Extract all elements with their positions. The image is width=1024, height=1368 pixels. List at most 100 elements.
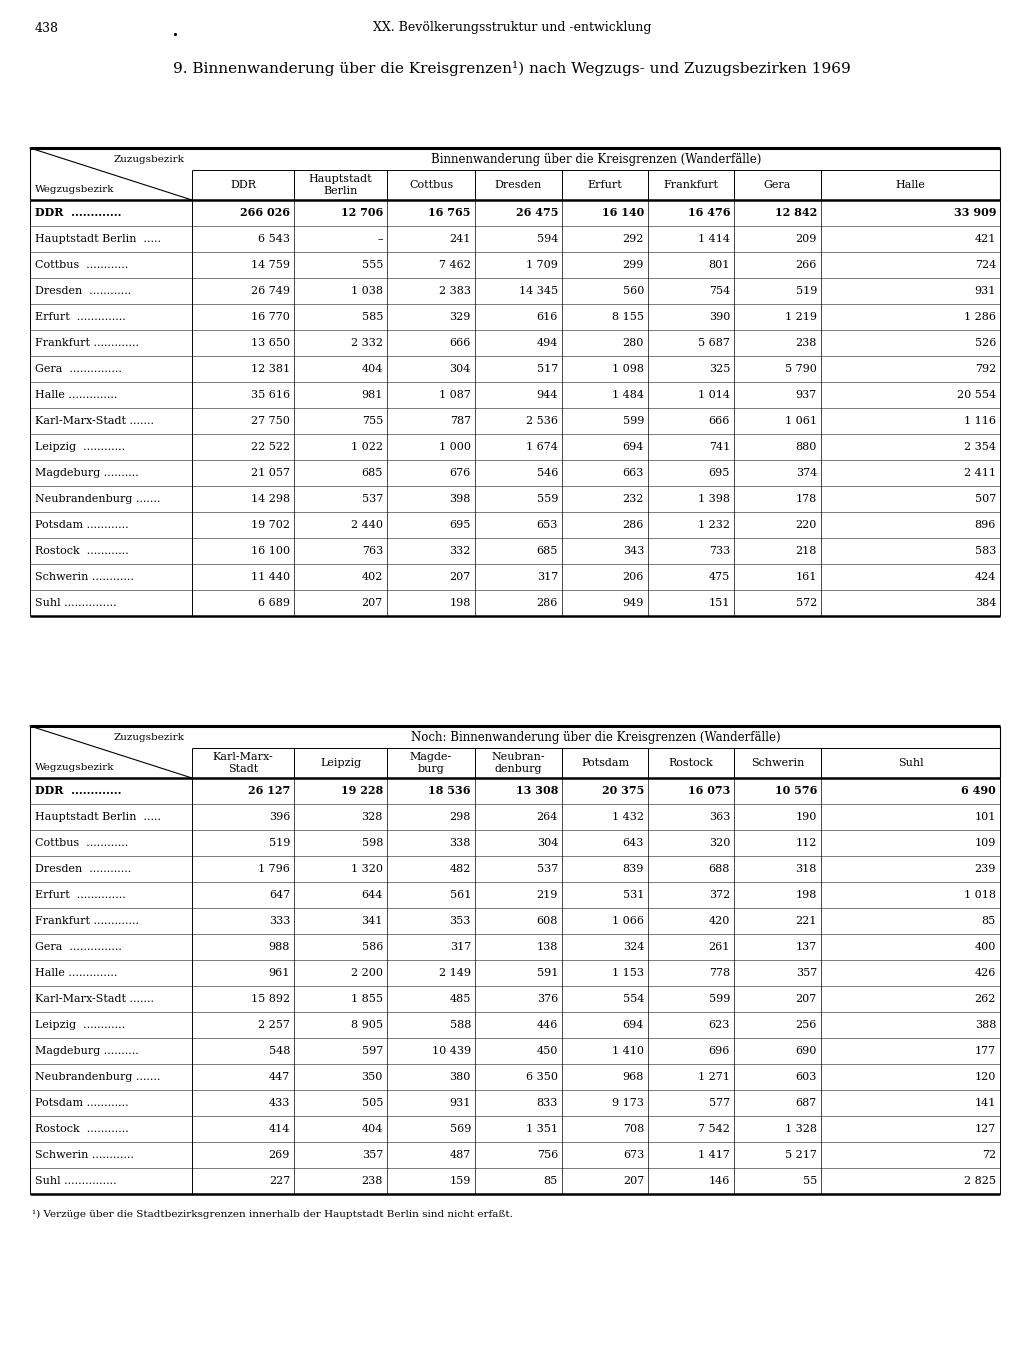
Text: 6 350: 6 350: [526, 1073, 558, 1082]
Text: 1 014: 1 014: [698, 390, 730, 399]
Text: 653: 653: [537, 520, 558, 529]
Text: 221: 221: [796, 917, 817, 926]
Text: 109: 109: [975, 839, 996, 848]
Text: 2 200: 2 200: [351, 969, 383, 978]
Text: Hauptstadt Berlin  .....: Hauptstadt Berlin .....: [35, 813, 161, 822]
Text: 548: 548: [268, 1047, 290, 1056]
Text: 298: 298: [450, 813, 471, 822]
Text: Cottbus  ............: Cottbus ............: [35, 839, 128, 848]
Text: 353: 353: [450, 917, 471, 926]
Text: Erfurt: Erfurt: [588, 181, 623, 190]
Text: 981: 981: [361, 390, 383, 399]
Text: 673: 673: [623, 1150, 644, 1160]
Text: Rostock  ............: Rostock ............: [35, 1124, 129, 1134]
Text: 209: 209: [796, 234, 817, 244]
Text: 1 484: 1 484: [612, 390, 644, 399]
Text: 676: 676: [450, 468, 471, 477]
Text: 733: 733: [709, 546, 730, 555]
Text: 931: 931: [975, 286, 996, 295]
Text: 2 383: 2 383: [439, 286, 471, 295]
Text: Gera  ...............: Gera ...............: [35, 943, 122, 952]
Text: 763: 763: [361, 546, 383, 555]
Text: 256: 256: [796, 1021, 817, 1030]
Text: Potsdam ............: Potsdam ............: [35, 1099, 129, 1108]
Text: 546: 546: [537, 468, 558, 477]
Text: 21 057: 21 057: [251, 468, 290, 477]
Text: 666: 666: [709, 416, 730, 425]
Text: 286: 286: [623, 520, 644, 529]
Text: 988: 988: [268, 943, 290, 952]
Text: 101: 101: [975, 813, 996, 822]
Text: 207: 207: [450, 572, 471, 581]
Text: 388: 388: [975, 1021, 996, 1030]
Text: 695: 695: [450, 520, 471, 529]
Text: 317: 317: [450, 943, 471, 952]
Text: Frankfurt .............: Frankfurt .............: [35, 338, 139, 347]
Text: 424: 424: [975, 572, 996, 581]
Text: 505: 505: [361, 1099, 383, 1108]
Text: 741: 741: [709, 442, 730, 451]
Text: 1 219: 1 219: [785, 312, 817, 321]
Text: 227: 227: [268, 1176, 290, 1186]
Text: 261: 261: [709, 943, 730, 952]
Text: 374: 374: [796, 468, 817, 477]
Text: 16 073: 16 073: [688, 785, 730, 796]
Text: 14 345: 14 345: [519, 286, 558, 295]
Text: 937: 937: [796, 390, 817, 399]
Text: 198: 198: [796, 891, 817, 900]
Text: 560: 560: [623, 286, 644, 295]
Text: 519: 519: [796, 286, 817, 295]
Text: Binnenwanderung über die Kreisgrenzen (Wanderfälle): Binnenwanderung über die Kreisgrenzen (W…: [431, 152, 761, 166]
Text: 9 173: 9 173: [612, 1099, 644, 1108]
Text: 414: 414: [268, 1124, 290, 1134]
Text: 944: 944: [537, 390, 558, 399]
Text: Potsdam: Potsdam: [581, 758, 629, 767]
Text: 264: 264: [537, 813, 558, 822]
Text: 5 217: 5 217: [785, 1150, 817, 1160]
Text: 398: 398: [450, 494, 471, 503]
Text: 357: 357: [361, 1150, 383, 1160]
Text: Potsdam ............: Potsdam ............: [35, 520, 129, 529]
Text: XX. Bevölkerungsstruktur und -entwicklung: XX. Bevölkerungsstruktur und -entwicklun…: [373, 22, 651, 34]
Text: 350: 350: [361, 1073, 383, 1082]
Text: 304: 304: [537, 839, 558, 848]
Text: Rostock  ............: Rostock ............: [35, 546, 129, 555]
Text: 55: 55: [803, 1176, 817, 1186]
Text: Wegzugsbezirk: Wegzugsbezirk: [35, 185, 115, 193]
Text: Cottbus  ............: Cottbus ............: [35, 260, 128, 269]
Text: Suhl ...............: Suhl ...............: [35, 1176, 117, 1186]
Text: 839: 839: [623, 865, 644, 874]
Text: –: –: [378, 234, 383, 244]
Text: 1 398: 1 398: [698, 494, 730, 503]
Text: 8 905: 8 905: [351, 1021, 383, 1030]
Text: 708: 708: [623, 1124, 644, 1134]
Text: 833: 833: [537, 1099, 558, 1108]
Text: 33 909: 33 909: [953, 208, 996, 219]
Text: 594: 594: [537, 234, 558, 244]
Text: 421: 421: [975, 234, 996, 244]
Text: 396: 396: [268, 813, 290, 822]
Text: 603: 603: [796, 1073, 817, 1082]
Text: 695: 695: [709, 468, 730, 477]
Text: 20 554: 20 554: [956, 390, 996, 399]
Text: 475: 475: [709, 572, 730, 581]
Text: DDR: DDR: [230, 181, 256, 190]
Text: 177: 177: [975, 1047, 996, 1056]
Text: 14 298: 14 298: [251, 494, 290, 503]
Text: Erfurt  ..............: Erfurt ..............: [35, 312, 126, 321]
Text: 2 440: 2 440: [351, 520, 383, 529]
Text: 14 759: 14 759: [251, 260, 290, 269]
Text: Gera  ...............: Gera ...............: [35, 364, 122, 373]
Text: 141: 141: [975, 1099, 996, 1108]
Text: 507: 507: [975, 494, 996, 503]
Text: 376: 376: [537, 995, 558, 1004]
Text: 537: 537: [361, 494, 383, 503]
Text: 688: 688: [709, 865, 730, 874]
Text: 8 155: 8 155: [612, 312, 644, 321]
Text: 2 825: 2 825: [964, 1176, 996, 1186]
Text: 447: 447: [268, 1073, 290, 1082]
Text: 643: 643: [623, 839, 644, 848]
Text: Suhl ...............: Suhl ...............: [35, 598, 117, 607]
Text: 1 674: 1 674: [526, 442, 558, 451]
Text: 304: 304: [450, 364, 471, 373]
